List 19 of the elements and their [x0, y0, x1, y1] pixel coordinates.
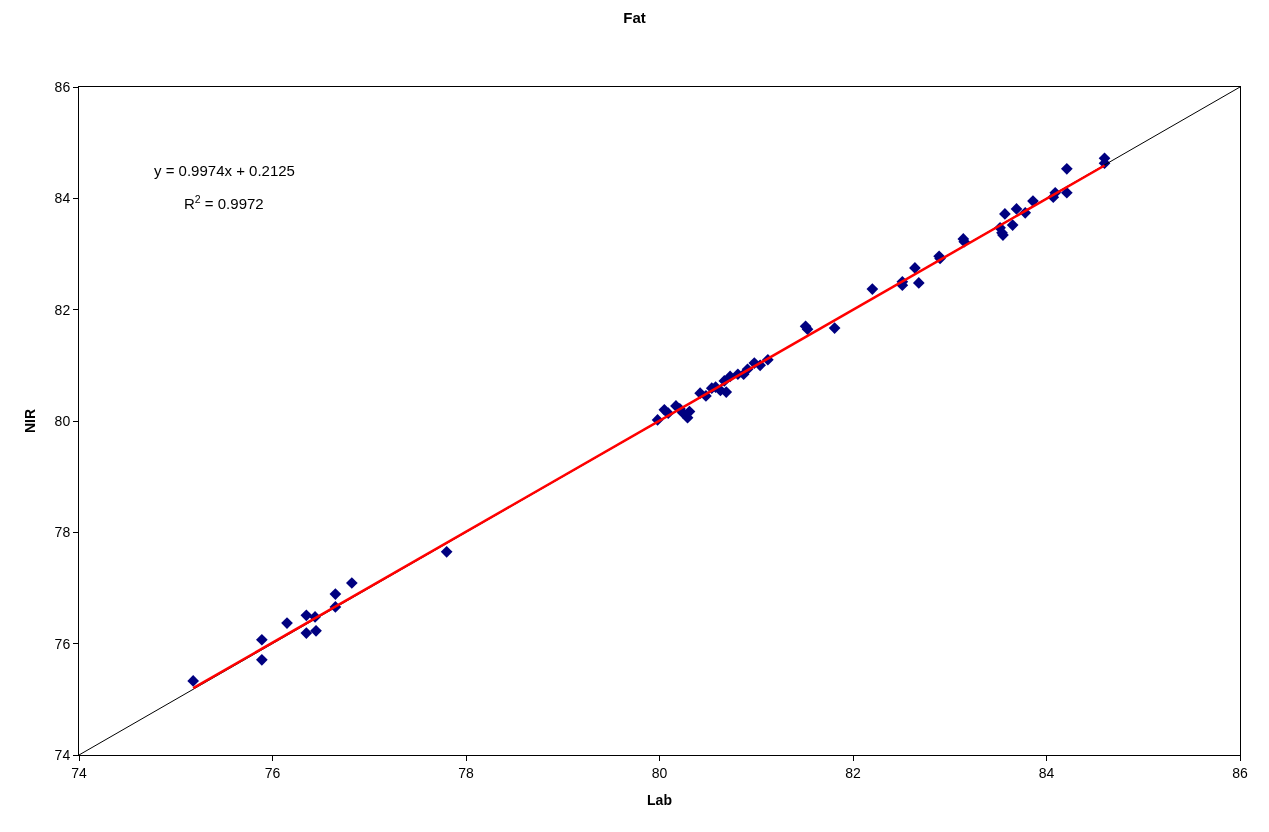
y-tick-label: 82	[54, 301, 71, 318]
x-tick-label: 78	[458, 764, 474, 781]
y-tick-label: 78	[54, 524, 71, 541]
x-tick-label: 84	[1038, 764, 1055, 781]
x-tick-label: 86	[1232, 764, 1248, 781]
y-tick-label: 86	[54, 78, 71, 95]
chart-title: Fat	[623, 8, 646, 26]
y-tick-label: 74	[54, 746, 71, 763]
annotation: y = 0.9974x + 0.2125	[154, 162, 295, 179]
x-tick-label: 76	[264, 764, 281, 781]
x-tick-label: 80	[651, 764, 668, 781]
y-tick-label: 84	[54, 190, 71, 207]
x-tick-label: 82	[845, 764, 861, 781]
y-axis-title: NIR	[22, 408, 39, 434]
y-tick-label: 76	[54, 635, 71, 652]
y-tick-label: 80	[54, 412, 71, 429]
x-axis-title: Lab	[647, 792, 672, 809]
annotation: R$^{2}$ = 0.9972	[184, 193, 264, 213]
x-tick-label: 74	[71, 764, 87, 781]
